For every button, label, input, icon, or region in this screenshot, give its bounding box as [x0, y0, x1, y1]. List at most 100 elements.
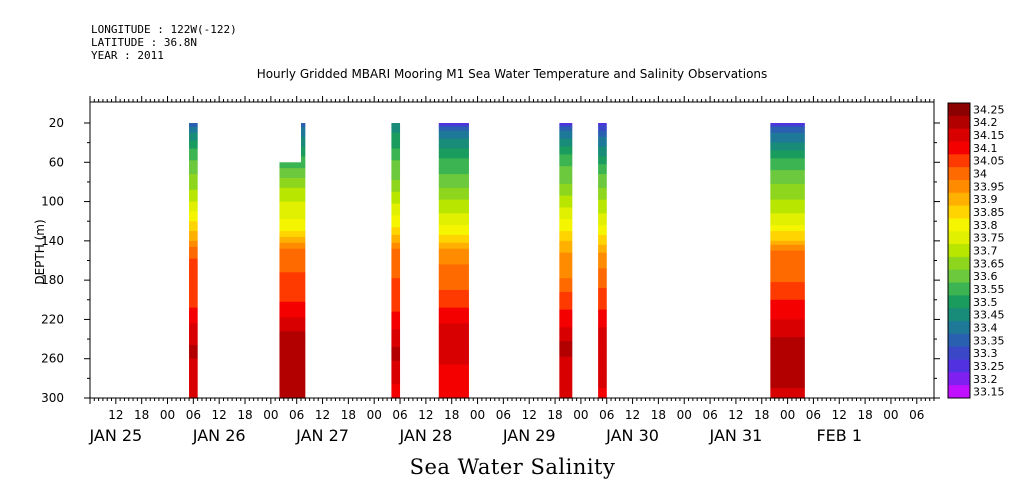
- salinity-cell: [391, 299, 401, 303]
- salinity-cell: [279, 185, 301, 189]
- colorbar-swatch: [948, 244, 970, 258]
- salinity-cell: [301, 335, 306, 338]
- salinity-cell: [391, 178, 401, 181]
- salinity-column: [189, 123, 198, 399]
- salinity-cell: [301, 366, 306, 370]
- salinity-cell: [189, 195, 198, 199]
- salinity-cell: [391, 252, 401, 256]
- salinity-cell: [598, 229, 607, 232]
- salinity-cell: [559, 144, 573, 148]
- salinity-cell: [770, 238, 805, 242]
- salinity-cell: [438, 333, 469, 336]
- x-tick-label: 00: [160, 408, 175, 422]
- salinity-cell: [279, 372, 301, 376]
- salinity-cell: [391, 205, 401, 209]
- salinity-cell: [598, 199, 607, 203]
- salinity-cell: [391, 250, 401, 254]
- salinity-cell: [438, 390, 469, 393]
- salinity-cell: [391, 348, 401, 352]
- salinity-cell: [301, 213, 306, 216]
- salinity-cell: [559, 388, 573, 391]
- salinity-cell: [301, 242, 306, 246]
- salinity-cell: [301, 233, 306, 236]
- salinity-cell: [598, 168, 607, 171]
- salinity-cell: [598, 166, 607, 169]
- salinity-cell: [598, 366, 607, 370]
- salinity-cell: [598, 178, 607, 181]
- salinity-cell: [301, 378, 306, 381]
- salinity-cell: [301, 358, 306, 362]
- salinity-cell: [438, 250, 469, 254]
- salinity-cell: [189, 303, 198, 307]
- salinity-cell: [438, 339, 469, 342]
- salinity-cell: [598, 132, 607, 136]
- salinity-cell: [189, 160, 198, 163]
- salinity-cell: [391, 181, 401, 185]
- salinity-cell: [598, 231, 607, 234]
- salinity-cell: [391, 396, 401, 399]
- salinity-cell: [391, 160, 401, 163]
- salinity-cell: [770, 164, 805, 167]
- salinity-cell: [391, 189, 401, 193]
- salinity-cell: [279, 291, 301, 295]
- salinity-cell: [301, 170, 306, 173]
- salinity-cell: [438, 178, 469, 181]
- salinity-cell: [301, 148, 306, 152]
- salinity-cell: [598, 201, 607, 205]
- salinity-cell: [598, 317, 607, 321]
- salinity-cell: [598, 301, 607, 305]
- salinity-cell: [391, 284, 401, 287]
- colorbar-label: 33.95: [973, 180, 1005, 193]
- salinity-cell: [391, 246, 401, 250]
- salinity-cell: [598, 344, 607, 348]
- salinity-cell: [598, 233, 607, 236]
- salinity-cell: [391, 368, 401, 372]
- salinity-cell: [770, 152, 805, 156]
- salinity-cell: [598, 362, 607, 366]
- colorbar-label: 33.2: [973, 373, 998, 386]
- salinity-cell: [301, 278, 306, 281]
- salinity-cell: [438, 366, 469, 370]
- salinity-cell: [559, 156, 573, 159]
- salinity-cell: [559, 268, 573, 271]
- salinity-cell: [301, 227, 306, 230]
- salinity-cell: [438, 348, 469, 352]
- salinity-cell: [770, 276, 805, 279]
- salinity-cell: [301, 327, 306, 330]
- salinity-cell: [598, 160, 607, 163]
- salinity-cell: [598, 293, 607, 297]
- salinity-cell: [770, 272, 805, 275]
- salinity-cell: [559, 315, 573, 319]
- salinity-cell: [189, 203, 198, 207]
- salinity-cell: [391, 174, 401, 177]
- salinity-cell: [438, 211, 469, 214]
- salinity-cell: [391, 311, 401, 315]
- salinity-cell: [391, 337, 401, 340]
- salinity-cell: [391, 238, 401, 242]
- salinity-cell: [301, 303, 306, 307]
- salinity-cell: [279, 187, 301, 191]
- salinity-cell: [559, 362, 573, 366]
- salinity-cell: [391, 352, 401, 356]
- salinity-cell: [770, 274, 805, 277]
- salinity-cell: [301, 305, 306, 309]
- salinity-cell: [438, 221, 469, 224]
- salinity-cell: [598, 329, 607, 332]
- salinity-cell: [598, 252, 607, 256]
- salinity-cell: [189, 207, 198, 211]
- salinity-cell: [598, 242, 607, 246]
- salinity-cell: [438, 341, 469, 344]
- salinity-cell: [598, 295, 607, 299]
- salinity-cell: [770, 162, 805, 165]
- salinity-cell: [301, 291, 306, 295]
- salinity-cell: [391, 199, 401, 203]
- salinity-cell: [438, 187, 469, 191]
- salinity-cell: [770, 311, 805, 315]
- salinity-cell: [770, 262, 805, 266]
- salinity-cell: [189, 158, 198, 161]
- salinity-cell: [301, 362, 306, 366]
- salinity-cell: [438, 183, 469, 187]
- salinity-cell: [598, 305, 607, 309]
- salinity-cell: [189, 350, 198, 354]
- salinity-cell: [301, 166, 306, 169]
